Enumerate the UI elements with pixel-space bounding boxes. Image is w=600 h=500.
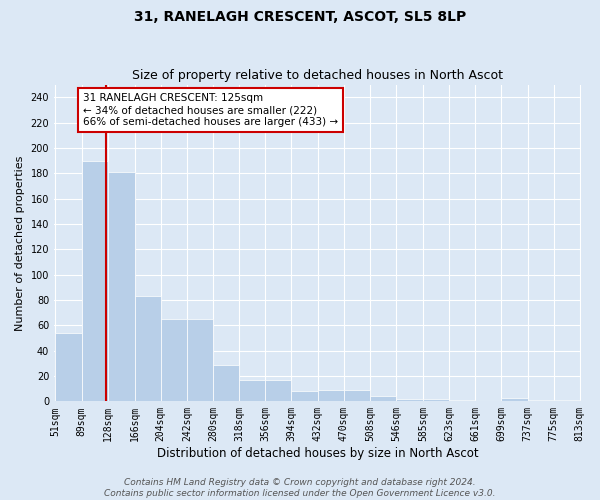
Bar: [109, 172, 134, 402]
Bar: [527, 400, 554, 402]
Bar: [396, 399, 423, 402]
Bar: [317, 390, 344, 402]
Bar: [292, 391, 317, 402]
Y-axis label: Number of detached properties: Number of detached properties: [15, 156, 25, 330]
Bar: [502, 398, 527, 402]
X-axis label: Distribution of detached houses by size in North Ascot: Distribution of detached houses by size …: [157, 447, 478, 460]
Bar: [423, 399, 449, 402]
Bar: [187, 319, 213, 402]
Bar: [344, 390, 370, 402]
Bar: [161, 319, 187, 402]
Title: Size of property relative to detached houses in North Ascot: Size of property relative to detached ho…: [132, 69, 503, 82]
Bar: [554, 400, 580, 402]
Bar: [239, 380, 265, 402]
Text: Contains HM Land Registry data © Crown copyright and database right 2024.
Contai: Contains HM Land Registry data © Crown c…: [104, 478, 496, 498]
Bar: [82, 160, 109, 402]
Bar: [213, 364, 239, 402]
Bar: [55, 333, 82, 402]
Bar: [265, 380, 292, 402]
Bar: [134, 296, 161, 402]
Bar: [370, 396, 396, 402]
Text: 31 RANELAGH CRESCENT: 125sqm
← 34% of detached houses are smaller (222)
66% of s: 31 RANELAGH CRESCENT: 125sqm ← 34% of de…: [83, 94, 338, 126]
Bar: [449, 400, 475, 402]
Text: 31, RANELAGH CRESCENT, ASCOT, SL5 8LP: 31, RANELAGH CRESCENT, ASCOT, SL5 8LP: [134, 10, 466, 24]
